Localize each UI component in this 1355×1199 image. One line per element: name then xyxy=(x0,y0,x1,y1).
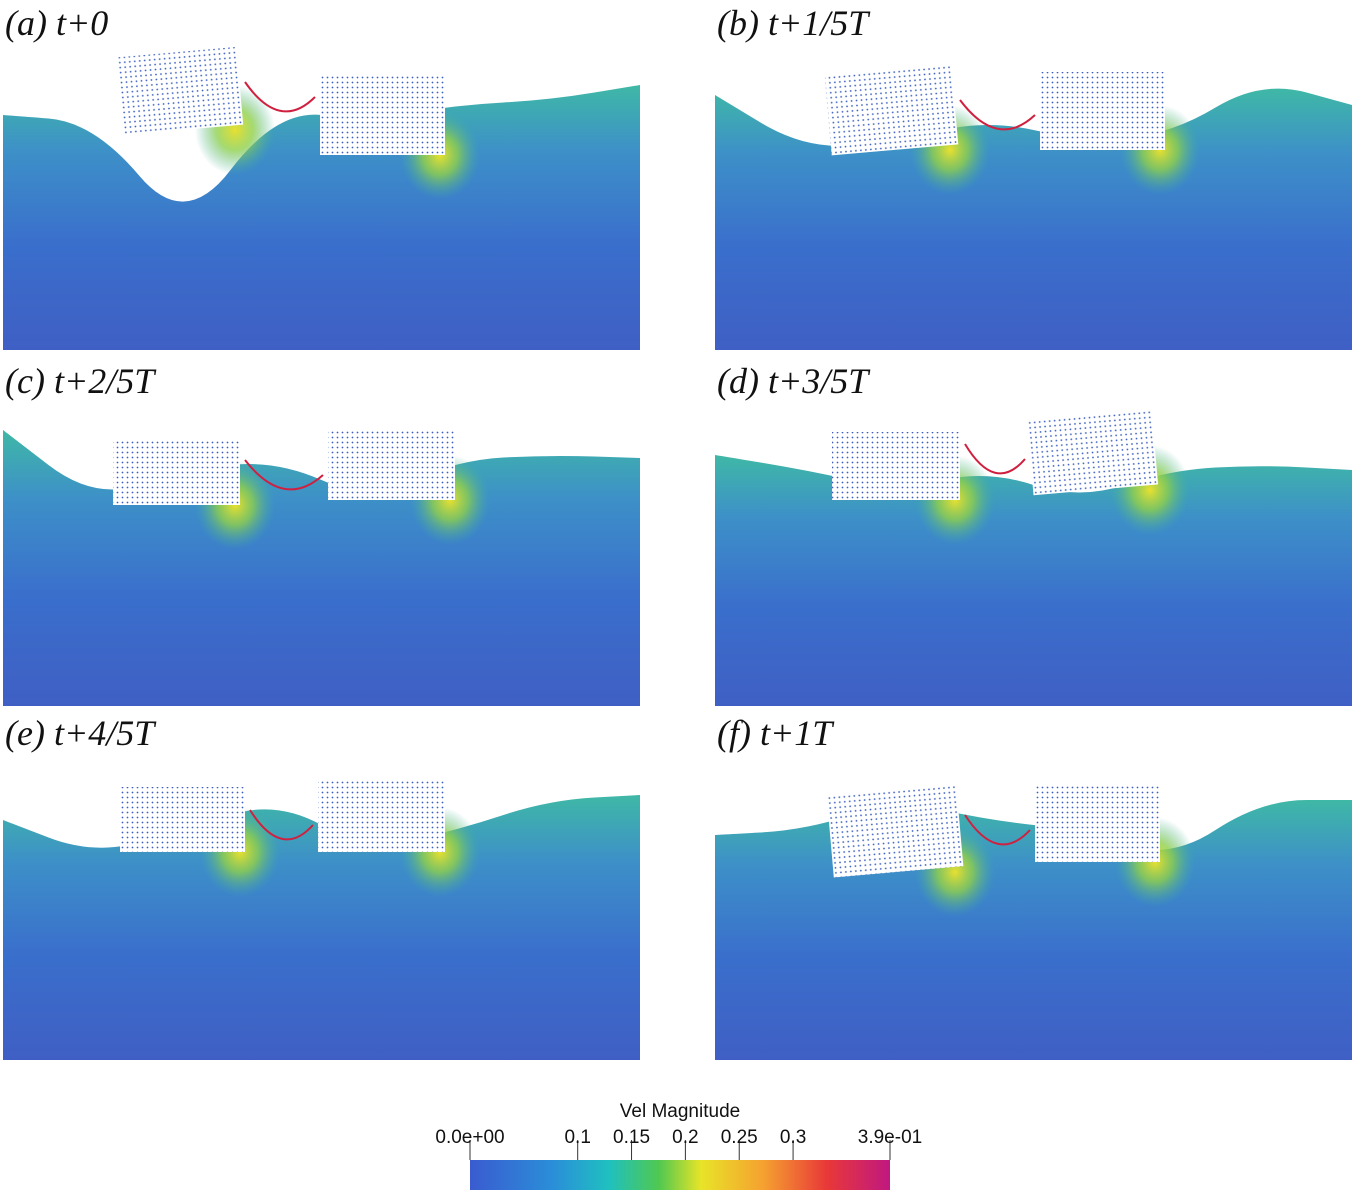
fluid-field xyxy=(3,430,640,706)
colorbar-title: Vel Magnitude xyxy=(620,1101,740,1122)
colorbar-tick-label: 0.3 xyxy=(780,1127,806,1148)
fluid-field xyxy=(3,85,640,350)
floating-body xyxy=(1040,72,1165,150)
mooring-line xyxy=(959,99,1036,131)
floating-body xyxy=(120,787,245,852)
colorbar-tick-label: 0.25 xyxy=(721,1127,758,1148)
mooring-line xyxy=(244,81,316,113)
mooring-line xyxy=(964,814,1031,846)
colorbar xyxy=(470,1160,890,1190)
floating-body xyxy=(1035,785,1160,862)
colorbar-tick-label: 0.2 xyxy=(672,1127,698,1148)
floating-body xyxy=(318,780,445,852)
colorbar-tick-label: 3.9e-01 xyxy=(858,1127,922,1148)
floating-body xyxy=(824,64,959,156)
floating-body xyxy=(328,430,455,500)
floating-body xyxy=(826,784,964,878)
colorbar-tick-label: 0.15 xyxy=(613,1127,650,1148)
floating-body xyxy=(320,75,445,155)
floating-body xyxy=(116,46,244,136)
panel-label: (e) t+4/5T xyxy=(5,713,157,753)
floating-body xyxy=(1026,408,1159,496)
fluid-field xyxy=(715,800,1352,1060)
fluid-field xyxy=(715,455,1352,706)
panel-label: (b) t+1/5T xyxy=(717,3,871,43)
floating-body xyxy=(832,432,960,500)
panel-label: (d) t+3/5T xyxy=(717,361,871,401)
mooring-line xyxy=(244,459,324,491)
panel-label: (a) t+0 xyxy=(5,3,108,43)
colorbar-tick-label: 0.0e+00 xyxy=(435,1127,504,1148)
mooring-line xyxy=(964,443,1026,475)
mooring-line xyxy=(249,809,314,841)
fluid-field xyxy=(715,88,1352,350)
panel-label: (c) t+2/5T xyxy=(5,361,157,401)
panel-label: (f) t+1T xyxy=(717,713,835,753)
colorbar-tick-label: 0.1 xyxy=(564,1127,590,1148)
floating-body xyxy=(113,440,240,505)
fluid-field xyxy=(3,795,640,1060)
